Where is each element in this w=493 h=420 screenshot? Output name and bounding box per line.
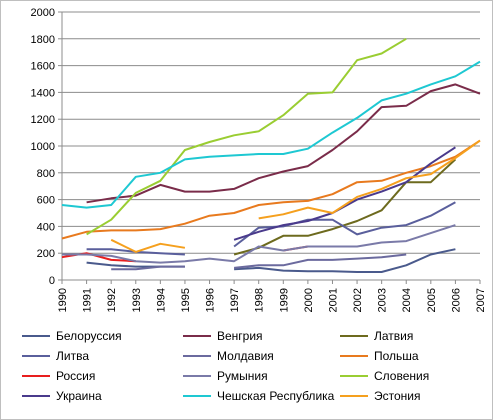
legend-label: Россия (56, 369, 95, 383)
x-axis: 1990 1991 1992 1993 1994 1995 1996 1997 1998 1999… (57, 279, 487, 312)
series-12 (110, 139, 481, 253)
y-tick-label: 0 (49, 275, 55, 287)
x-tick-label: 1998 (254, 288, 266, 312)
series-line (86, 37, 407, 236)
legend-label: Чешская Республика (217, 389, 335, 403)
series-line (233, 146, 456, 241)
y-tick-label: 2000 (31, 7, 55, 19)
x-tick-label: 1991 (82, 288, 94, 312)
series-line (111, 265, 185, 271)
legend-label: Украина (56, 389, 102, 403)
y-tick-label: 400 (37, 221, 55, 233)
x-tick-label: 1994 (155, 288, 167, 312)
y-tick-label: 1400 (31, 87, 55, 99)
legend-item: Молдавия (183, 349, 274, 363)
x-tick-label: 1993 (131, 288, 143, 312)
x-tick-label: 2003 (377, 288, 389, 312)
series-line (61, 60, 481, 209)
legend-item: Словения (340, 369, 429, 383)
legend-item: Латвия (340, 329, 413, 343)
legend-item: Белоруссия (22, 329, 122, 343)
series-9 (86, 37, 407, 236)
series-5 (111, 253, 407, 271)
x-tick-label: 2007 (475, 288, 487, 312)
legend-label: Литва (56, 349, 89, 363)
y-tick-label: 600 (37, 195, 55, 207)
x-tick-label: 2002 (352, 288, 364, 312)
legend-item: Литва (22, 349, 89, 363)
x-tick-label: 2000 (303, 288, 315, 312)
legend-item: Чешская Республика (183, 389, 335, 403)
x-tick-label: 1999 (278, 288, 290, 312)
legend-item: Россия (22, 369, 95, 383)
legend-item: Эстония (340, 389, 421, 403)
series-line (62, 224, 456, 264)
legend-label: Латвия (374, 329, 413, 343)
x-tick-label: 2005 (426, 288, 438, 312)
x-tick-label: 2001 (327, 288, 339, 312)
y-tick-label: 1000 (31, 141, 55, 153)
y-tick-label: 200 (37, 248, 55, 260)
legend-item: Румыния (183, 369, 268, 383)
legend-label: Словения (374, 369, 429, 383)
x-tick-label: 2006 (450, 288, 462, 312)
legend-label: Венгрия (217, 329, 263, 343)
series-6 (61, 139, 481, 240)
y-tick-label: 800 (37, 168, 55, 180)
y-tick-label: 1600 (31, 61, 55, 73)
series-line (258, 139, 481, 220)
series-11 (61, 60, 481, 209)
x-tick-label: 1996 (205, 288, 217, 312)
series-10 (233, 146, 456, 241)
x-tick-label: 2004 (401, 288, 413, 312)
y-tick-label: 1800 (31, 34, 55, 46)
x-tick-label: 1995 (180, 288, 192, 312)
legend-label: Польша (374, 349, 419, 363)
plot-area (61, 37, 481, 273)
legend-label: Молдавия (217, 349, 274, 363)
x-tick-label: 1990 (57, 288, 69, 312)
x-tick-label: 1997 (229, 288, 241, 312)
legend-label: Румыния (217, 369, 268, 383)
legend: Белоруссия Венгрия Латвия Литва Молдавия Поль… (22, 329, 429, 403)
series-line (61, 139, 481, 240)
y-tick-label: 1200 (31, 114, 55, 126)
series-3 (233, 158, 457, 256)
legend-label: Эстония (374, 389, 421, 403)
x-tick-label: 1992 (106, 288, 118, 312)
legend-item: Венгрия (183, 329, 263, 343)
legend-item: Польша (340, 349, 419, 363)
series-line (86, 83, 481, 204)
series-2 (86, 83, 481, 204)
series-line (233, 253, 407, 269)
y-axis: 0 200 400 600 800 1000 1200 1400 1600 1800 2000 (31, 7, 63, 287)
series-line (110, 238, 186, 253)
legend-item: Украина (22, 389, 102, 403)
series-line (233, 201, 456, 248)
series-line (234, 248, 456, 273)
legend-label: Белоруссия (56, 329, 122, 343)
series-8 (62, 224, 456, 264)
series-line (233, 158, 457, 256)
